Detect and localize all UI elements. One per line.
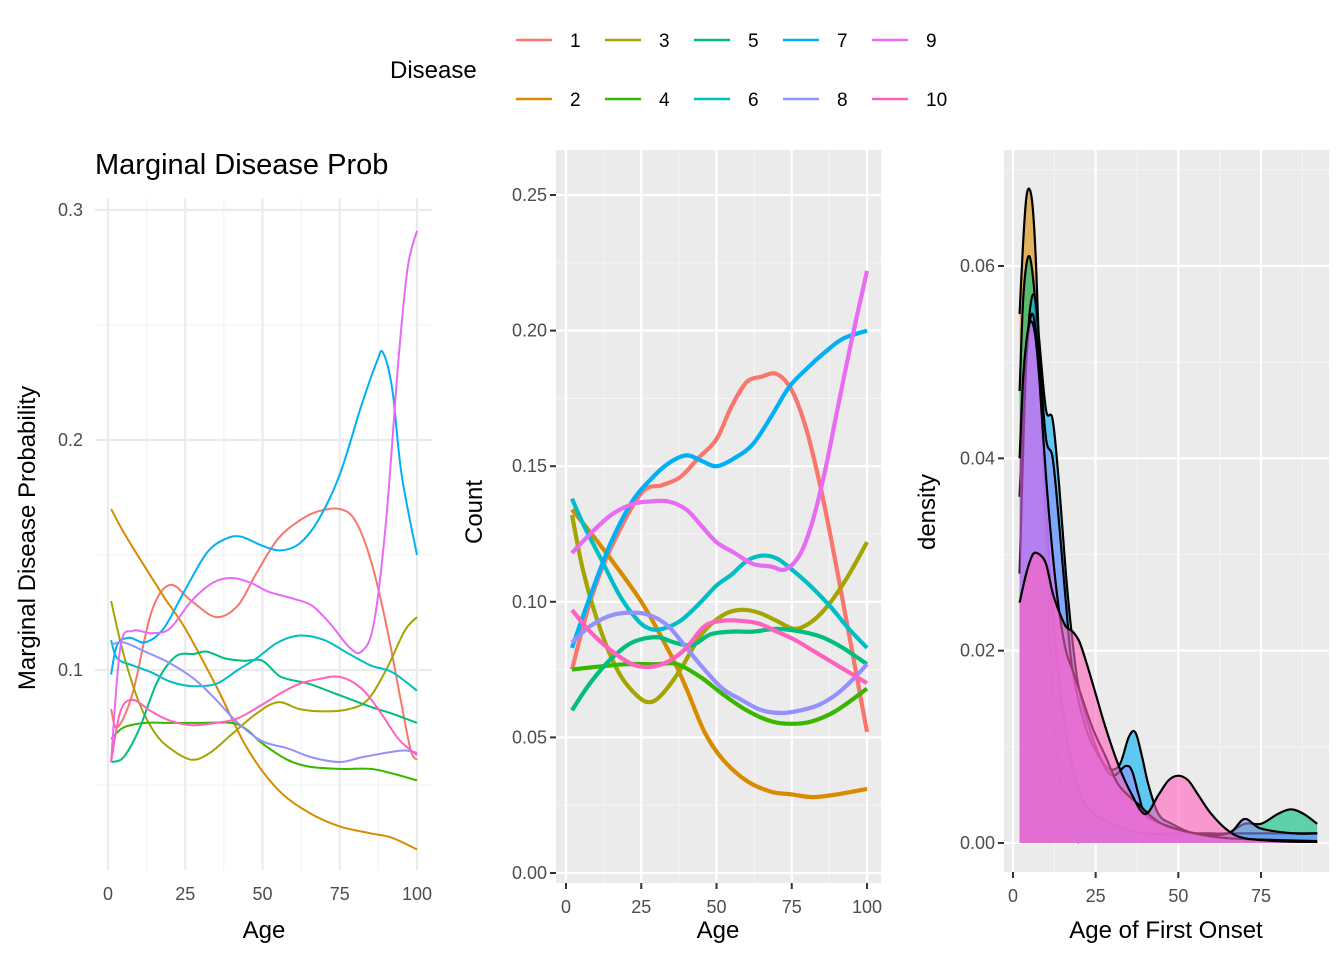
legend-item-4: 4 (605, 90, 670, 111)
legend-label: 9 (926, 31, 937, 52)
panel-1-title: Marginal Disease Prob (95, 149, 388, 181)
legend-label: 8 (837, 90, 848, 111)
series-lines (569, 270, 870, 800)
x-tick-label: 0 (561, 897, 571, 917)
x-tick-label: 75 (1251, 886, 1271, 906)
series-line-disease-4 (571, 661, 869, 726)
y-tick-label: 0.25 (512, 185, 547, 205)
x-tick-label: 0 (103, 884, 113, 904)
panel-density: 0 25 50 75 0.00 0.02 0.04 0.06 Age of First On… (914, 150, 1329, 944)
legend-label: 5 (748, 31, 759, 52)
series-line-disease-2 (570, 508, 868, 800)
series-line-disease-1 (569, 371, 870, 733)
panel-1-y-axis-title: Marginal Disease Probability (14, 386, 41, 690)
panel-3-x-axis-title: Age of First Onset (1069, 917, 1263, 944)
legend-label: 7 (837, 31, 848, 52)
x-axis-ticks: 0 25 50 75 100 (561, 883, 882, 917)
y-axis-ticks: 0.00 0.02 0.04 0.06 (960, 256, 1004, 853)
y-tick-label: 0.02 (960, 641, 995, 661)
panel-marginal-probability: 0 25 50 75 100 0.1 0.2 0.3 Marginal Disease Pr… (14, 149, 432, 944)
density-outline-disease-10 (1018, 551, 1318, 844)
x-tick-label: 0 (1008, 886, 1018, 906)
x-tick-label: 25 (631, 897, 651, 917)
legend-label: 10 (926, 90, 947, 111)
y-tick-label: 0.06 (960, 256, 995, 276)
legend-item-9: 9 (872, 31, 937, 52)
y-tick-label: 0.04 (960, 448, 995, 468)
gridlines (95, 198, 432, 870)
y-tick-label: 0.3 (58, 200, 83, 220)
legend-item-8: 8 (783, 90, 848, 111)
density-areas (1018, 187, 1318, 844)
y-tick-label: 0.2 (58, 430, 83, 450)
x-tick-label: 50 (252, 884, 272, 904)
legend: Disease 1 2 3 4 5 6 7 8 9 10 (390, 31, 947, 111)
y-tick-label: 0.15 (512, 456, 547, 476)
series-line-disease-10 (110, 675, 418, 763)
legend-label: 1 (570, 31, 581, 52)
series-line-disease-9 (110, 230, 418, 763)
legend-item-6: 6 (694, 90, 759, 111)
series-line-disease-8 (110, 641, 418, 763)
gridlines (1004, 150, 1329, 872)
y-axis-ticks: 0.1 0.2 0.3 (58, 200, 83, 680)
legend-item-1: 1 (516, 31, 581, 52)
density-area-disease-10 (1019, 552, 1318, 843)
y-axis-ticks: 0.00 0.05 0.10 0.15 0.20 0.25 (512, 185, 556, 883)
x-axis-ticks: 0 25 50 75 100 (103, 884, 432, 904)
x-tick-label: 50 (706, 897, 726, 917)
series-lines (110, 230, 418, 851)
legend-label: 2 (570, 90, 581, 111)
x-tick-label: 50 (1168, 886, 1188, 906)
series-line-disease-3 (110, 600, 418, 761)
panel-count: 0 25 50 75 100 0.000.050.100.150.200.25 Age … (461, 150, 882, 944)
panel-2-x-axis-title: Age (697, 917, 740, 944)
legend-item-2: 2 (516, 90, 581, 111)
series-line-disease-9 (570, 270, 870, 573)
y-tick-label: 0.1 (58, 660, 83, 680)
panel-background (556, 150, 881, 883)
panel-3-y-axis-title: density (914, 474, 941, 550)
y-tick-label: 0.05 (512, 727, 547, 747)
y-tick-label: 0.00 (512, 863, 547, 883)
y-tick-label: 0.00 (960, 833, 995, 853)
x-tick-label: 25 (1086, 886, 1106, 906)
panel-2-y-axis-title: Count (461, 480, 488, 544)
series-line-disease-8 (570, 610, 869, 716)
series-line-disease-1 (110, 507, 418, 761)
legend-item-3: 3 (605, 31, 670, 52)
legend-label: 3 (659, 31, 670, 52)
legend-label: 6 (748, 90, 759, 111)
x-axis-ticks: 0 25 50 75 (1008, 872, 1271, 906)
series-line-disease-7 (570, 328, 868, 649)
legend-title: Disease (390, 57, 477, 84)
y-tick-label: 0.20 (512, 321, 547, 341)
legend-item-10: 10 (872, 90, 947, 111)
panel-1-x-axis-title: Age (243, 917, 286, 944)
legend-label: 4 (659, 90, 670, 111)
series-line-disease-10 (570, 608, 869, 686)
x-tick-label: 75 (782, 897, 802, 917)
legend-item-5: 5 (694, 31, 759, 52)
series-line-disease-7 (110, 349, 418, 675)
series-line-disease-6 (110, 634, 418, 692)
x-tick-label: 75 (330, 884, 350, 904)
x-tick-label: 25 (175, 884, 195, 904)
series-line-disease-2 (110, 508, 418, 851)
x-tick-label: 100 (402, 884, 432, 904)
x-tick-label: 100 (852, 897, 882, 917)
series-line-disease-5 (110, 650, 418, 763)
series-line-disease-6 (570, 497, 869, 650)
legend-item-7: 7 (783, 31, 848, 52)
y-tick-label: 0.10 (512, 592, 547, 612)
